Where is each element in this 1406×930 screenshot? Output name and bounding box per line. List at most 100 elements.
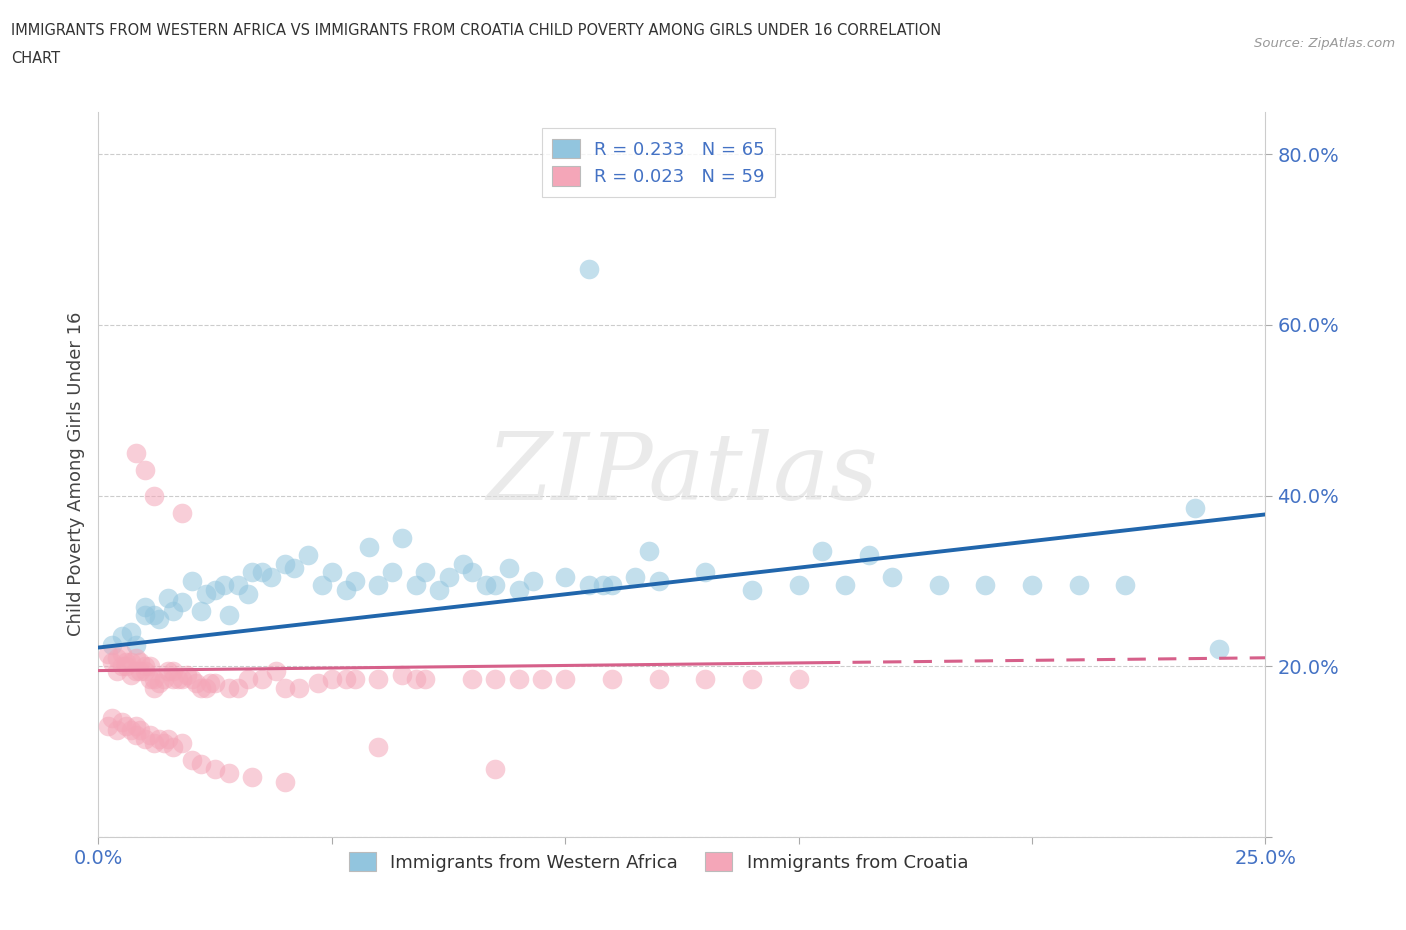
- Point: [274, 556, 297, 571]
- Point: [1114, 578, 1136, 592]
- Point: [1208, 642, 1230, 657]
- Point: [311, 578, 333, 592]
- Point: [359, 539, 381, 554]
- Point: [695, 565, 717, 580]
- Point: [592, 578, 614, 592]
- Point: [1067, 578, 1090, 592]
- Point: [190, 604, 212, 618]
- Point: [367, 578, 389, 592]
- Point: [157, 731, 180, 746]
- Point: [242, 565, 264, 580]
- Point: [522, 574, 544, 589]
- Point: [162, 671, 184, 686]
- Point: [858, 548, 880, 563]
- Point: [242, 770, 264, 785]
- Point: [190, 757, 212, 772]
- Point: [381, 565, 404, 580]
- Point: [172, 505, 194, 520]
- Point: [111, 714, 134, 729]
- Point: [186, 676, 208, 691]
- Point: [125, 638, 148, 653]
- Point: [115, 719, 138, 734]
- Point: [307, 676, 329, 691]
- Point: [787, 578, 810, 592]
- Point: [647, 671, 669, 686]
- Point: [461, 565, 484, 580]
- Point: [218, 765, 240, 780]
- Legend: Immigrants from Western Africa, Immigrants from Croatia: Immigrants from Western Africa, Immigran…: [342, 844, 976, 879]
- Point: [111, 658, 134, 673]
- Point: [143, 488, 166, 503]
- Point: [157, 591, 180, 605]
- Point: [218, 680, 240, 695]
- Point: [811, 544, 834, 559]
- Point: [125, 663, 148, 678]
- Point: [413, 671, 436, 686]
- Point: [1021, 578, 1043, 592]
- Point: [600, 671, 623, 686]
- Point: [498, 561, 520, 576]
- Point: [194, 586, 217, 601]
- Point: [152, 671, 174, 686]
- Point: [143, 671, 166, 686]
- Point: [647, 574, 669, 589]
- Point: [157, 663, 180, 678]
- Point: [101, 711, 124, 725]
- Point: [335, 671, 357, 686]
- Point: [228, 578, 250, 592]
- Point: [344, 574, 367, 589]
- Point: [283, 561, 305, 576]
- Point: [236, 586, 259, 601]
- Point: [264, 663, 287, 678]
- Point: [427, 582, 450, 597]
- Point: [475, 578, 498, 592]
- Point: [105, 723, 128, 737]
- Point: [204, 676, 226, 691]
- Point: [172, 736, 194, 751]
- Point: [139, 727, 162, 742]
- Point: [695, 671, 717, 686]
- Point: [288, 680, 311, 695]
- Point: [344, 671, 367, 686]
- Point: [120, 723, 142, 737]
- Point: [600, 578, 623, 592]
- Point: [554, 671, 576, 686]
- Point: [624, 569, 647, 584]
- Point: [321, 671, 343, 686]
- Point: [148, 731, 170, 746]
- Point: [120, 655, 142, 670]
- Point: [125, 650, 148, 665]
- Point: [461, 671, 484, 686]
- Point: [274, 774, 297, 789]
- Point: [508, 671, 530, 686]
- Point: [250, 671, 273, 686]
- Point: [120, 625, 142, 640]
- Point: [190, 680, 212, 695]
- Point: [97, 646, 120, 661]
- Point: [236, 671, 259, 686]
- Point: [578, 578, 600, 592]
- Point: [554, 569, 576, 584]
- Point: [405, 578, 427, 592]
- Point: [180, 671, 202, 686]
- Point: [152, 736, 174, 751]
- Point: [367, 740, 389, 755]
- Text: CHART: CHART: [11, 51, 60, 66]
- Point: [134, 663, 156, 678]
- Point: [413, 565, 436, 580]
- Text: Source: ZipAtlas.com: Source: ZipAtlas.com: [1254, 37, 1395, 50]
- Point: [148, 612, 170, 627]
- Point: [928, 578, 950, 592]
- Point: [101, 655, 124, 670]
- Point: [880, 569, 903, 584]
- Point: [162, 740, 184, 755]
- Point: [484, 578, 506, 592]
- Point: [97, 719, 120, 734]
- Point: [105, 650, 128, 665]
- Point: [111, 646, 134, 661]
- Point: [250, 565, 273, 580]
- Point: [148, 676, 170, 691]
- Point: [115, 658, 138, 673]
- Point: [200, 676, 222, 691]
- Text: IMMIGRANTS FROM WESTERN AFRICA VS IMMIGRANTS FROM CROATIA CHILD POVERTY AMONG GI: IMMIGRANTS FROM WESTERN AFRICA VS IMMIGR…: [11, 23, 942, 38]
